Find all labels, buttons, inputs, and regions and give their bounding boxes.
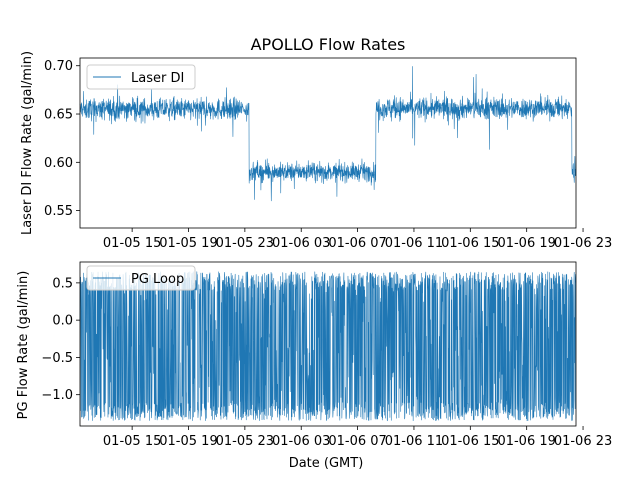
laser-di-x-tick-label: 01-06 15 (441, 236, 499, 251)
pg-loop-x-tick-label: 01-06 19 (497, 434, 555, 449)
chart-title: APOLLO Flow Rates (251, 35, 406, 54)
laser-di-legend: Laser DI (86, 64, 196, 90)
pg-loop-y-tick-label: −1.0 (41, 388, 73, 403)
pg-loop-axes-frame (79, 261, 577, 427)
laser-di-series (79, 66, 577, 202)
pg-loop-legend-label: PG Loop (131, 272, 184, 287)
pg-loop-x-tick-label: 01-06 11 (385, 434, 443, 449)
x-axis-label: Date (GMT) (289, 456, 364, 471)
pg-loop-x-tick-label: 01-06 15 (441, 434, 499, 449)
pg-loop-y-tick-label: 0.0 (52, 314, 73, 329)
pg-loop-x-tick-label: 01-06 07 (328, 434, 386, 449)
laser-di-y-tick-label: 0.70 (44, 59, 73, 74)
pg-loop-x-tick-label: 01-06 03 (272, 434, 330, 449)
pg-loop-y-label: PG Flow Rate (gal/min) (16, 271, 31, 420)
pg-loop-x-tick-label: 01-06 23 (554, 434, 612, 449)
laser-di-x-tick-label: 01-05 19 (159, 236, 217, 251)
laser-di-y-ticks: 0.55 0.60 0.65 0.70 (44, 59, 80, 219)
pg-loop-x-tick-label: 01-05 23 (216, 434, 274, 449)
pg-loop-y-tick-label: 0.5 (52, 276, 73, 291)
laser-di-legend-label: Laser DI (131, 71, 184, 86)
pg-loop-x-tick-label: 01-05 19 (159, 434, 217, 449)
pg-loop-y-tick-label: −0.5 (41, 351, 73, 366)
laser-di-y-tick-label: 0.55 (44, 204, 73, 219)
laser-di-x-tick-label: 01-06 19 (497, 236, 555, 251)
laser-di-x-tick-label: 01-06 23 (554, 236, 612, 251)
pg-loop-line (79, 271, 577, 422)
pg-loop-legend-box (86, 265, 196, 291)
pg-loop-series (79, 271, 577, 422)
laser-di-axes-frame (79, 57, 577, 229)
laser-di-x-tick-label: 01-05 23 (216, 236, 274, 251)
laser-di-x-tick-label: 01-06 11 (385, 236, 443, 251)
pg-loop-x-tick-label: 01-05 15 (103, 434, 161, 449)
pg-loop-legend: PG Loop (86, 265, 196, 291)
laser-di-x-tick-label: 01-05 15 (103, 236, 161, 251)
pg-loop-y-ticks: −1.0 −0.5 0.0 0.5 (41, 276, 80, 403)
laser-di-y-tick-label: 0.65 (44, 108, 73, 123)
laser-di-x-tick-label: 01-06 03 (272, 236, 330, 251)
laser-di-y-tick-label: 0.60 (44, 156, 73, 171)
laser-di-line (79, 66, 577, 202)
laser-di-y-label: Laser DI Flow Rate (gal/min) (20, 51, 35, 235)
laser-di-legend-box (86, 64, 196, 90)
laser-di-x-tick-label: 01-06 07 (328, 236, 386, 251)
